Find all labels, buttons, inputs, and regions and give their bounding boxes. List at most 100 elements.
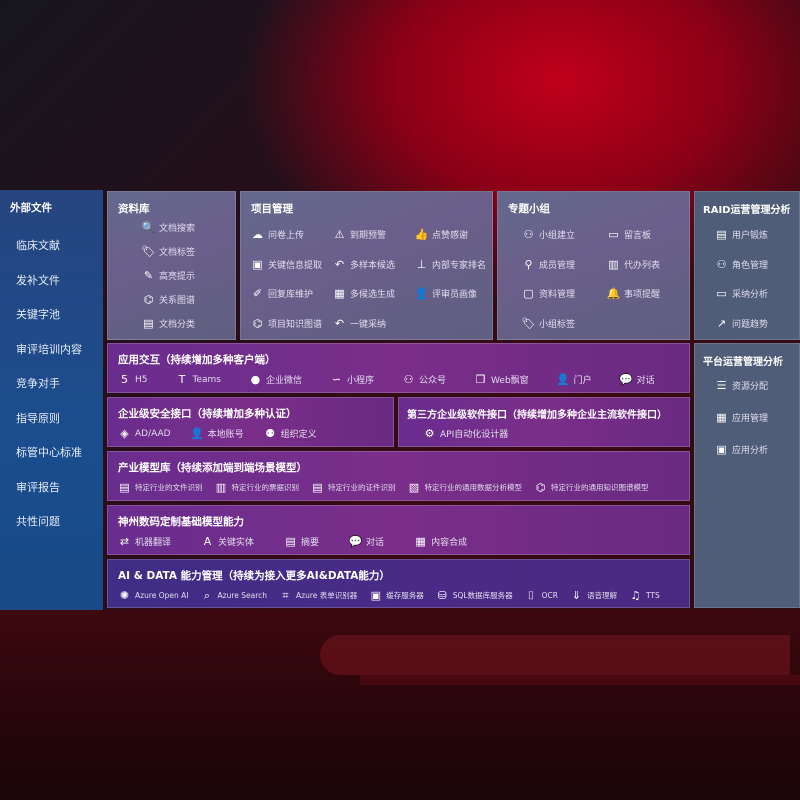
html5-icon: 5 (121, 373, 128, 386)
feature-row: 5 H5 T Teams ● 企业微信 ∽ 小程序 ⚇ 公众号 ❐ Web飘窗 👤 门户 💬 对话 (118, 373, 679, 386)
sidebar-item[interactable]: 指导原则 (16, 411, 60, 425)
feature-item-pen[interactable]: ✎ 高亮提示 (142, 269, 195, 282)
feature-label: 特定行业的票据识别 (231, 483, 300, 492)
feature-item-form-recognizer[interactable]: ⌗ Azure 表单识别器 (279, 589, 357, 602)
feature-item-graph[interactable]: ⌬ 特定行业的通用知识图谱模型 (534, 481, 649, 494)
clipboard-icon: ▥ (608, 257, 619, 271)
feature-item-ocr[interactable]: ⌷ OCR (525, 589, 558, 602)
feature-item-ranking[interactable]: ⊥ 内部专家排名 (415, 258, 486, 271)
feature-item-window[interactable]: ❐ Web飘窗 (474, 373, 529, 386)
feature-item-openai[interactable]: ✺ Azure Open AI (118, 589, 189, 602)
feature-item-bell[interactable]: 🔔 事项提醒 (607, 287, 660, 300)
feature-item-image[interactable]: ▧ 特定行业的通用数据分析模型 (408, 481, 522, 494)
feature-item-file[interactable]: ▤ 特定行业的文件识别 (118, 481, 203, 494)
feature-label: API自动化设计器 (440, 430, 509, 440)
feature-item-chart[interactable]: ▣ 应用分析 (715, 443, 768, 456)
feature-item-summary[interactable]: ▤ 摘要 (284, 535, 319, 548)
sidebar-item[interactable]: 审评培训内容 (16, 342, 82, 356)
feature-item-teams[interactable]: T Teams (176, 373, 221, 386)
feature-item-entity[interactable]: A 关键实体 (201, 535, 254, 548)
feature-label: Azure Search (217, 591, 268, 600)
sidebar-item[interactable]: 发补文件 (16, 273, 60, 287)
feature-label: Web飘窗 (491, 376, 529, 386)
entity-icon: A (203, 535, 212, 548)
feature-item-user[interactable]: 👤 评审员画像 (415, 287, 477, 300)
feature-item-html5[interactable]: 5 H5 (118, 373, 148, 386)
panel-title: 项目管理 (251, 203, 293, 215)
feature-item-database[interactable]: ⛁ SQL数据库服务器 (436, 589, 513, 602)
feature-item-trend[interactable]: ↗ 问题趋势 (715, 317, 768, 330)
feature-item-form[interactable]: ▣ 关键信息提取 (251, 258, 322, 271)
feature-label: 摘要 (301, 538, 320, 548)
feature-item-tts[interactable]: ♫ TTS (629, 589, 660, 602)
feature-label: 多候选生成 (350, 290, 396, 300)
feature-item-translate[interactable]: ⇄ 机器翻译 (118, 535, 171, 548)
panel-title: 第三方企业级软件接口（持续增加多种企业主流软件接口） (407, 410, 667, 421)
feature-item-graph[interactable]: ⌬ 项目知识图谱 (251, 317, 322, 330)
feature-item-file-search[interactable]: 🔍 文档搜索 (142, 221, 195, 234)
feature-label: 特定行业的文件识别 (135, 483, 203, 492)
feature-item-document[interactable]: ▤ 文档分类 (142, 317, 195, 330)
graph-icon: ⌬ (535, 481, 546, 494)
tts-icon: ♫ (630, 589, 641, 602)
sidebar-item[interactable]: 竞争对手 (16, 377, 60, 390)
bbs-icon: ▭ (608, 228, 619, 241)
receipt-icon: ▥ (215, 481, 227, 494)
feature-item-cache[interactable]: ▣ 缓存服务器 (369, 589, 424, 602)
feature-item-speech[interactable]: ⇓ 语音理解 (570, 589, 617, 602)
sidebar-external-files: 外部文件 临床文献 发补文件 关键字池 审评培训内容 竞争对手 指导原则 标管中心标准 审评报… (0, 190, 103, 610)
feature-item-tag[interactable]: 🏷 小组标签 (522, 317, 576, 330)
feature-item-chat[interactable]: 💬 对话 (349, 535, 384, 548)
feature-item-users[interactable]: ⚇ 角色管理 (715, 258, 768, 271)
feature-label: 文档搜索 (159, 224, 196, 234)
feature-item-checklist[interactable]: ☰ 资源分配 (715, 379, 768, 392)
feature-item-cloud-upload[interactable]: ☁ 问卷上传 (251, 228, 304, 241)
feature-item-id-card[interactable]: ▤ 用户锻炼 (715, 228, 768, 241)
feature-item-folder[interactable]: ▢ 资料管理 (522, 287, 575, 300)
feature-item-portal[interactable]: 👤 门户 (556, 373, 591, 386)
feature-item-qa[interactable]: ▭ 采纳分析 (715, 287, 768, 300)
speech-icon: ⇓ (571, 589, 582, 602)
feature-item-bbs[interactable]: ▭ 留言板 (607, 228, 651, 241)
feature-item-user-add[interactable]: ⚲ 成员管理 (522, 258, 575, 271)
feature-item-ad[interactable]: ◈ AD/AAD (118, 427, 170, 440)
sidebar-item[interactable]: 关键字池 (16, 308, 60, 321)
feature-label: 资源分配 (732, 382, 769, 392)
feature-item-alarm[interactable]: ⚠ 到期预警 (333, 228, 386, 241)
feature-item-reply[interactable]: ↶ 一键采纳 (333, 317, 386, 330)
feature-item-edit[interactable]: ✐ 回复库维护 (251, 287, 313, 300)
feature-item-receipt[interactable]: ▥ 特定行业的票据识别 (215, 481, 300, 494)
sidebar-item[interactable]: 标管中心标准 (16, 446, 82, 459)
feature-item-search-doc[interactable]: ⌕ Azure Search (201, 589, 268, 602)
feature-item-id-card[interactable]: ▤ 特定行业的证件识别 (311, 481, 395, 494)
puzzle-icon: ▦ (415, 535, 426, 548)
feature-label: 内部专家排名 (432, 260, 487, 271)
feature-item-thumbs-up[interactable]: 👍 点赞感谢 (415, 228, 468, 241)
feature-item-official-account[interactable]: ⚇ 公众号 (402, 373, 446, 386)
ocr-icon: ⌷ (527, 588, 535, 602)
feature-item-organization[interactable]: ⚉ 组织定义 (264, 427, 316, 440)
feature-label: 语音理解 (586, 591, 617, 600)
feature-item-mini-program[interactable]: ∽ 小程序 (330, 373, 374, 386)
feature-item-clipboard[interactable]: ▥ 代办列表 (607, 258, 660, 271)
feature-item-puzzle[interactable]: ▦ 内容合成 (414, 535, 467, 548)
sidebar-item[interactable]: 审评报告 (16, 480, 60, 494)
checklist-icon: ☰ (716, 379, 727, 392)
feature-item-wechat-work[interactable]: ● 企业微信 (249, 373, 302, 386)
chart-icon: ▣ (716, 443, 727, 456)
sidebar-item[interactable]: 共性问题 (16, 515, 60, 528)
feature-item-reply[interactable]: ↶ 多样本候选 (333, 258, 395, 271)
feature-item-graph[interactable]: ⌬ 关系图谱 (142, 293, 195, 306)
sidebar-item[interactable]: 临床文献 (16, 239, 60, 252)
feature-item-chat[interactable]: 💬 对话 (619, 373, 654, 386)
ranking-icon: ⊥ (416, 257, 427, 271)
feature-item-users[interactable]: ⚇ 小组建立 (522, 228, 575, 241)
feature-item-apps[interactable]: ▦ 应用管理 (715, 411, 768, 424)
feature-item-puzzle[interactable]: ▦ 多候选生成 (333, 287, 395, 300)
feature-item-local-account[interactable]: 👤 本地账号 (190, 427, 243, 440)
feature-item-gear[interactable]: ⚙ API自动化设计器 (423, 427, 509, 440)
feature-item-tag[interactable]: 🏷 文档标签 (142, 245, 196, 258)
feature-row: ⇄ 机器翻译 A 关键实体 ▤ 摘要 💬 对话 ▦ 内容合成 (118, 535, 679, 548)
user-add-icon: ⚲ (524, 257, 533, 271)
feature-label: 评审员画像 (432, 290, 478, 300)
